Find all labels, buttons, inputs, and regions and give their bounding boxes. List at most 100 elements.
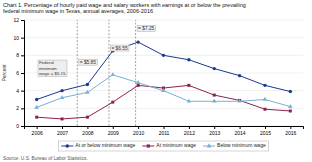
reference-label: = $6.55 — [110, 45, 128, 51]
chart: Chart 1. Percentage of hourly paid wage … — [0, 0, 312, 162]
series-point — [61, 117, 64, 120]
legend-frame — [58, 141, 268, 151]
series-point — [60, 89, 63, 92]
legend-item: At or below minimum wage — [61, 142, 135, 148]
series-point — [288, 104, 293, 108]
series-point — [213, 67, 216, 70]
x-tick-mark — [240, 126, 241, 129]
series-line — [37, 75, 291, 108]
x-tick: 2008 — [82, 126, 93, 136]
y-tick-label: 0 — [16, 123, 19, 129]
grid — [24, 20, 303, 126]
grid-line — [24, 37, 303, 38]
x-tick: 2006 — [32, 126, 43, 136]
legend: At or below minimum wage At minimum wage B… — [58, 141, 268, 151]
series-point — [238, 74, 241, 77]
series-line — [37, 85, 291, 119]
x-tick-label: 2011 — [159, 130, 170, 136]
y-tick-mark — [21, 91, 24, 92]
legend-label: Below minimum wage — [217, 142, 266, 148]
y-tick-mark — [21, 55, 24, 56]
series-line — [37, 42, 291, 99]
annotation-box — [79, 59, 97, 65]
x-tick-label: 2012 — [184, 130, 195, 136]
y-axis-title: Percent — [1, 64, 7, 82]
y-tick-mark — [21, 38, 24, 39]
x-tick: 2015 — [260, 126, 271, 136]
series-point — [60, 95, 65, 99]
legend-label: At or below minimum wage — [75, 142, 135, 148]
x-tick-label: 2006 — [32, 130, 43, 136]
series-point — [161, 88, 166, 92]
x-tick-label: 2016 — [285, 130, 296, 136]
y-tick: 6 — [16, 70, 24, 76]
reference-line — [77, 20, 78, 126]
series-point — [289, 90, 292, 93]
series-point — [85, 90, 90, 94]
x-tick-mark — [113, 126, 114, 129]
y-tick-mark — [21, 20, 24, 21]
x-tick-mark — [290, 126, 291, 129]
y-tick-mark — [21, 108, 24, 109]
x-tick-label: 2010 — [133, 130, 144, 136]
legend-item: At minimum wage — [142, 142, 196, 148]
x-tick-mark — [265, 126, 266, 129]
reference-line — [135, 20, 136, 126]
y-tick: 4 — [16, 88, 24, 94]
reference-label-text: = $7.25 — [138, 26, 154, 31]
x-tick: 2014 — [235, 126, 246, 136]
x-tick-mark — [189, 126, 190, 129]
y-axis-line — [21, 21, 25, 127]
x-tick: 2009 — [108, 126, 119, 136]
series-point — [35, 116, 38, 119]
legend-symbol — [207, 143, 212, 147]
x-tick-label: 2014 — [235, 130, 246, 136]
y-tick-label: 2 — [16, 105, 19, 111]
x-tick-mark — [138, 126, 139, 129]
y-tick-label: 4 — [16, 88, 19, 94]
annotation-box — [110, 45, 128, 51]
legend-item: Below minimum wage — [203, 142, 266, 148]
x-tick: 2016 — [285, 126, 296, 136]
source: Source: U.S. Bureau of Labor Statistics. — [3, 156, 88, 161]
title: Chart 1. Percentage of hourly paid wage … — [3, 2, 246, 14]
series-point — [162, 54, 165, 57]
series-point — [263, 97, 268, 101]
series-point — [110, 72, 115, 76]
x-tick-mark — [214, 126, 215, 129]
annotation-box — [137, 26, 155, 32]
series-point — [237, 99, 242, 103]
reference-label: = $7.25 — [137, 26, 155, 32]
x-tick-label: 2009 — [108, 130, 119, 136]
y-tick-label: 12 — [13, 17, 19, 23]
legend-label: At minimum wage — [156, 142, 196, 148]
series-point — [187, 58, 190, 61]
series-point — [187, 99, 192, 103]
y-tick: 10 — [13, 35, 24, 41]
series-point — [86, 83, 89, 86]
x-tick-mark — [87, 126, 88, 129]
legend-symbol — [66, 144, 70, 148]
reference-label-text: = $5.85 — [80, 60, 96, 65]
y-tick-mark — [21, 126, 24, 127]
series-point — [187, 84, 190, 87]
grid-line — [24, 20, 303, 21]
plot-area — [34, 20, 292, 126]
y-tick: 12 — [13, 17, 24, 23]
x-tick-label: 2013 — [209, 130, 220, 136]
y-tick: 8 — [16, 52, 24, 58]
reference-line — [108, 20, 109, 126]
x-tick-mark — [37, 126, 38, 129]
series-point — [263, 84, 266, 87]
y-tick-label: 8 — [16, 52, 19, 58]
series-point — [238, 99, 241, 102]
series-point — [136, 80, 141, 84]
x-tick: 2010 — [133, 126, 144, 136]
annotation-text: Federalminimumwage = $5.15 — [39, 61, 66, 76]
annotations: = $5.85 = $6.55 = $7.25 Federalminimumwage … — [38, 26, 156, 77]
series-point — [263, 108, 266, 111]
x-tick: 2011 — [159, 126, 170, 136]
y-tick-label: 6 — [16, 70, 19, 76]
x-tick-label: 2007 — [57, 130, 68, 136]
series-point — [137, 84, 140, 87]
